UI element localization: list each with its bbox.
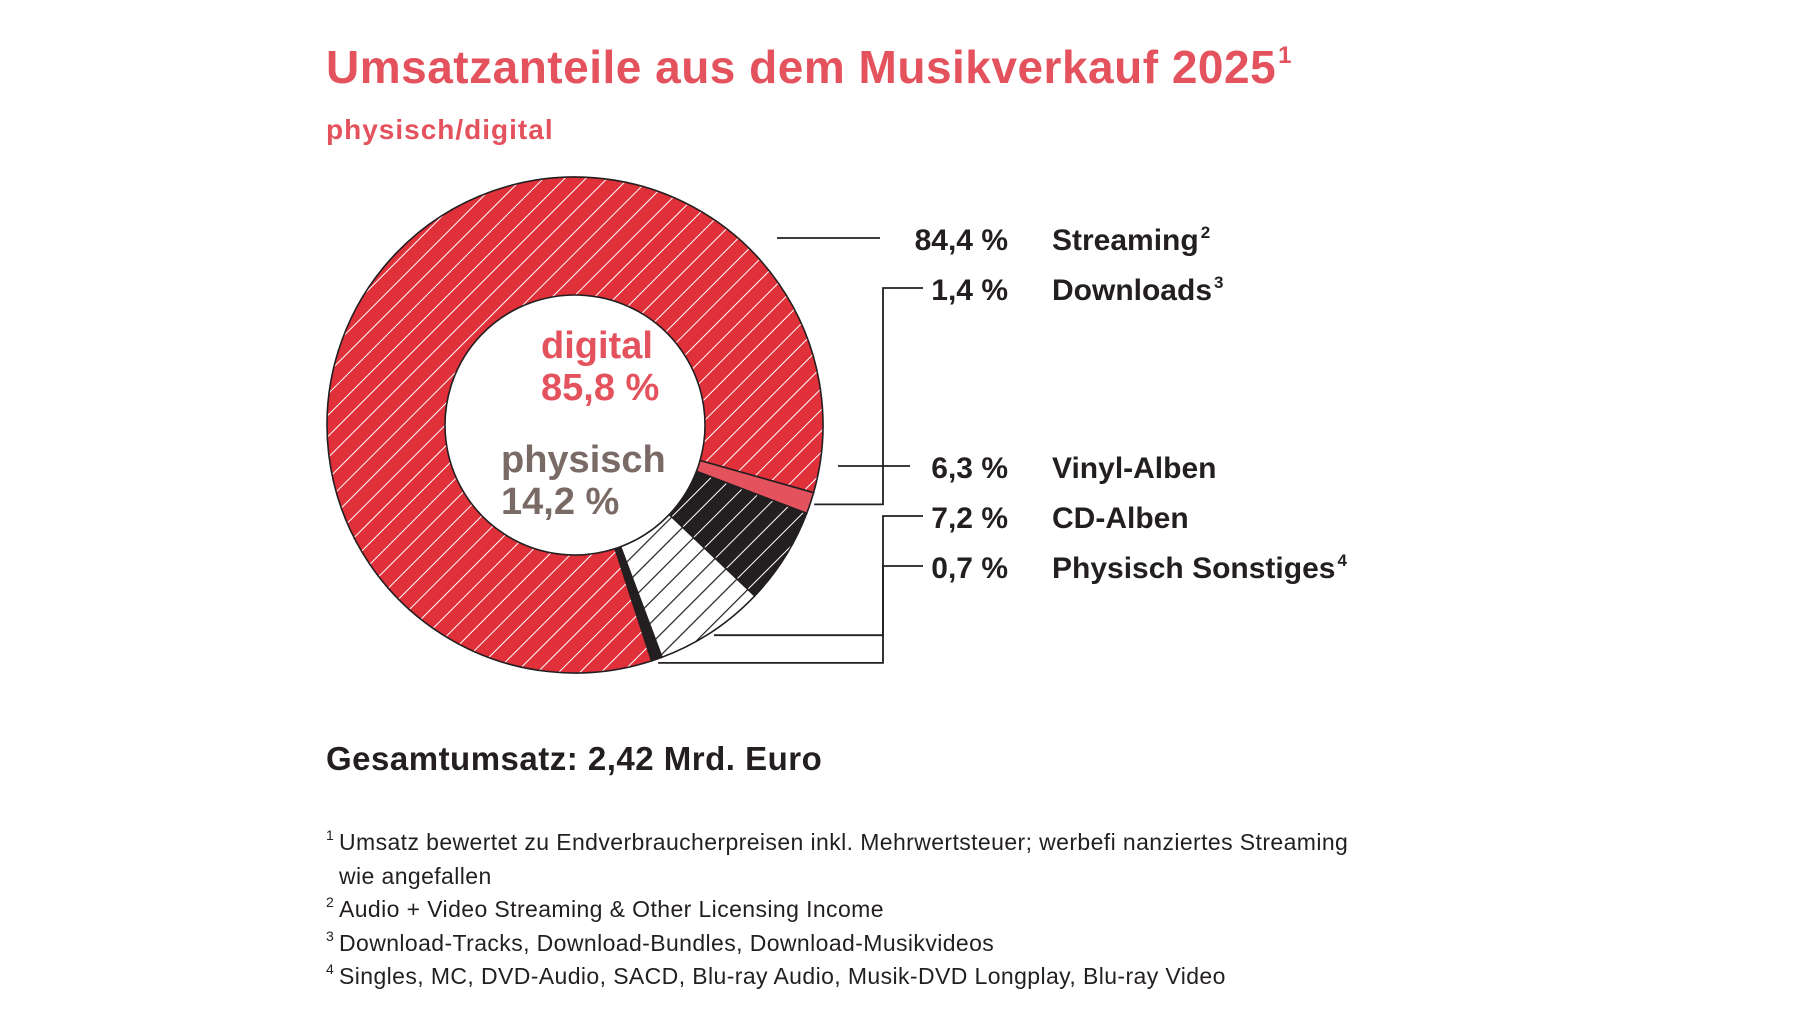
group-value-physisch: 14,2 % — [501, 481, 619, 523]
legend-label-cd-alben: CD-Alben — [1052, 502, 1189, 535]
footnote-2: 2 Audio + Video Streaming & Other Licensi… — [326, 894, 884, 922]
footnote-4: 4 Singles, MC, DVD-Audio, SACD, Blu-ray A… — [326, 961, 1226, 989]
chart-title: Umsatzanteile aus dem Musikverkauf 20251 — [326, 41, 1293, 93]
footnote-1: 1 Umsatz bewertet zu Endverbraucherpreise… — [326, 827, 1349, 889]
value-label-streaming: 84,4 % — [915, 224, 1008, 257]
leader-line-downloads — [814, 287, 923, 506]
legend-label-downloads: Downloads 3 — [1052, 273, 1223, 307]
legend-label-streaming: Streaming 2 — [1052, 223, 1210, 257]
value-label-cd-alben: 7,2 % — [931, 502, 1008, 535]
legend-label-physisch-sonstiges: Physisch Sonstiges 4 — [1052, 551, 1347, 585]
value-label-physisch-sonstiges: 0,7 % — [931, 552, 1008, 585]
value-label-downloads: 1,4 % — [931, 274, 1008, 307]
slice-physisch-sonstiges — [614, 545, 663, 662]
legend-label-vinyl-alben: Vinyl-Alben — [1052, 452, 1216, 485]
group-value-digital: 85,8 % — [541, 367, 659, 409]
footnotes: 1 Umsatz bewertet zu Endverbraucherpreise… — [326, 826, 1506, 994]
slice-streaming — [326, 176, 824, 674]
title-footnote-mark: 1 — [1278, 41, 1293, 69]
chart-subtitle: physisch/digital — [326, 114, 554, 145]
total-revenue: Gesamtumsatz: 2,42 Mrd. Euro — [326, 740, 823, 777]
footnote-3: 3 Download-Tracks, Download-Bundles, Down… — [326, 927, 995, 956]
group-label-digital: digital — [541, 325, 653, 367]
value-label-vinyl-alben: 6,3 % — [931, 452, 1008, 485]
leader-line-physisch-sonstiges — [658, 565, 923, 664]
group-label-physisch: physisch — [501, 439, 666, 481]
